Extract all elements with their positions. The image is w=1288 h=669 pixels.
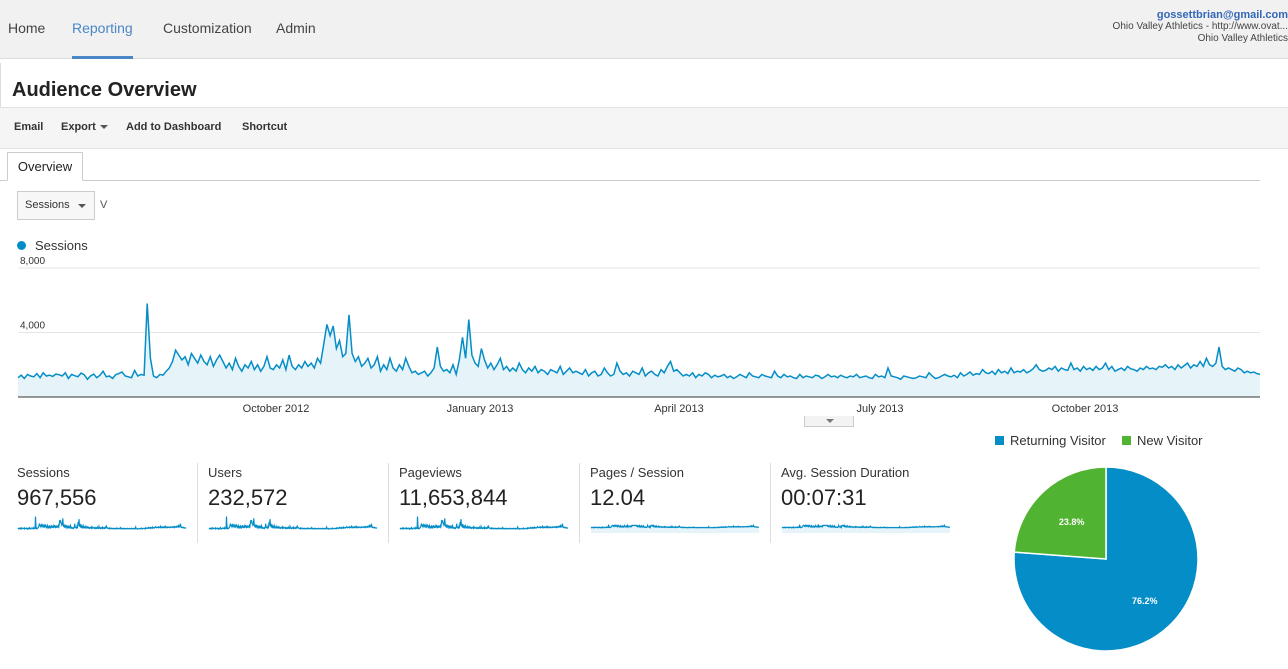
tab-admin[interactable]: Admin: [276, 20, 316, 36]
metric-separator: [197, 463, 198, 543]
sparkline-fill: [782, 525, 950, 533]
sparkline-fill: [591, 525, 759, 533]
metric-separator: [388, 463, 389, 543]
metric-name: Avg. Session Duration: [781, 465, 910, 480]
pie-slice-returning-visitor: [1013, 466, 1199, 652]
metric-value: 11,653,844: [399, 485, 508, 510]
export-button[interactable]: Export: [61, 121, 108, 133]
metric-value: 00:07:31: [781, 485, 867, 510]
sparkline: [17, 516, 187, 531]
top-nav: Home Reporting Customization Admin gosse…: [0, 0, 1288, 59]
metric-select-value: Sessions: [25, 199, 70, 211]
chart-legend-sessions: Sessions: [17, 238, 88, 253]
page-title: Audience Overview: [12, 79, 197, 101]
tab-overview[interactable]: Overview: [7, 152, 83, 181]
x-tick-label: January 2013: [447, 403, 514, 415]
metric-card-pageviews[interactable]: Pageviews 11,653,844: [399, 463, 574, 543]
account-property[interactable]: Ohio Valley Athletics - http://www.ovat.…: [1112, 21, 1288, 32]
pie-data-label: 76.2%: [1132, 596, 1158, 606]
sparkline: [399, 516, 569, 531]
legend-square-icon: [1122, 436, 1131, 446]
tab-home[interactable]: Home: [8, 20, 46, 36]
pie-data-label: 23.8%: [1059, 517, 1085, 527]
account-info[interactable]: gossettbrian@gmail.com Ohio Valley Athle…: [1088, 9, 1288, 45]
pie-slice-new-visitor: [1013, 466, 1107, 560]
chevron-down-icon: [99, 125, 108, 130]
tab-reporting[interactable]: Reporting: [72, 0, 133, 59]
sparkline-path: [781, 523, 951, 530]
sparkline-path: [208, 516, 378, 531]
metric-card-pages-session[interactable]: Pages / Session 12.04: [590, 463, 765, 543]
chevron-down-icon: [78, 204, 86, 208]
series-area-fill: [18, 303, 1260, 397]
account-email[interactable]: gossettbrian@gmail.com: [1156, 9, 1288, 21]
export-label: Export: [61, 121, 96, 133]
x-tick-label: October 2013: [1052, 403, 1119, 415]
email-button[interactable]: Email: [14, 121, 44, 133]
metric-name: Pageviews: [399, 465, 462, 480]
metric-value: 232,572: [208, 485, 288, 510]
metric-value: 967,556: [17, 485, 97, 510]
tab-row-divider: [0, 180, 1260, 181]
x-tick-label: October 2012: [243, 403, 310, 415]
sparkline-path: [17, 516, 187, 531]
legend-label: Sessions: [35, 238, 88, 253]
metric-value: 12.04: [590, 485, 646, 510]
pie-legend-new: New Visitor: [1122, 433, 1203, 448]
sparkline: [590, 523, 760, 533]
metric-name: Users: [208, 465, 242, 480]
sessions-chart[interactable]: 8,000 4,000 October 2012 January 2013 April …: [0, 255, 1288, 420]
metric-name: Sessions: [17, 465, 70, 480]
account-view[interactable]: Ohio Valley Athletics: [1197, 33, 1288, 44]
pie-legend-returning: Returning Visitor: [995, 433, 1106, 448]
y-tick-label: 8,000: [20, 256, 45, 267]
shortcut-button[interactable]: Shortcut: [242, 121, 288, 133]
sparkline-path: [590, 523, 760, 530]
chart-collapse-toggle[interactable]: [804, 416, 854, 427]
add-to-dashboard-button[interactable]: Add to Dashboard: [126, 121, 222, 133]
sparkline-path: [399, 516, 569, 531]
report-toolbar: Email Export Add to Dashboard Shortcut: [0, 108, 1288, 149]
metric-card-sessions[interactable]: Sessions 967,556: [17, 463, 192, 543]
legend-square-icon: [995, 436, 1004, 446]
vs-link[interactable]: V: [100, 199, 108, 211]
metric-card-users[interactable]: Users 232,572: [208, 463, 383, 543]
tab-customization[interactable]: Customization: [163, 20, 252, 36]
y-tick-label: 4,000: [20, 321, 45, 332]
pie-legend-label: New Visitor: [1137, 433, 1203, 448]
series-line-sessions: [17, 303, 1261, 381]
metric-card-avg-session-duration[interactable]: Avg. Session Duration 00:07:31: [781, 463, 956, 543]
pie-legend-label: Returning Visitor: [1010, 433, 1106, 448]
metric-select[interactable]: Sessions: [17, 191, 95, 220]
sparkline: [208, 516, 378, 531]
visitor-type-pie-chart[interactable]: 76.2% 23.8%: [1010, 463, 1202, 655]
metric-name: Pages / Session: [590, 465, 684, 480]
x-tick-label: July 2013: [856, 403, 903, 415]
legend-dot-icon: [17, 241, 26, 251]
metric-separator: [579, 463, 580, 543]
metric-separator: [770, 463, 771, 543]
chevron-down-icon: [826, 419, 834, 423]
x-tick-label: April 2013: [654, 403, 704, 415]
sparkline: [781, 523, 951, 533]
title-bar: Audience Overview: [0, 63, 1288, 108]
